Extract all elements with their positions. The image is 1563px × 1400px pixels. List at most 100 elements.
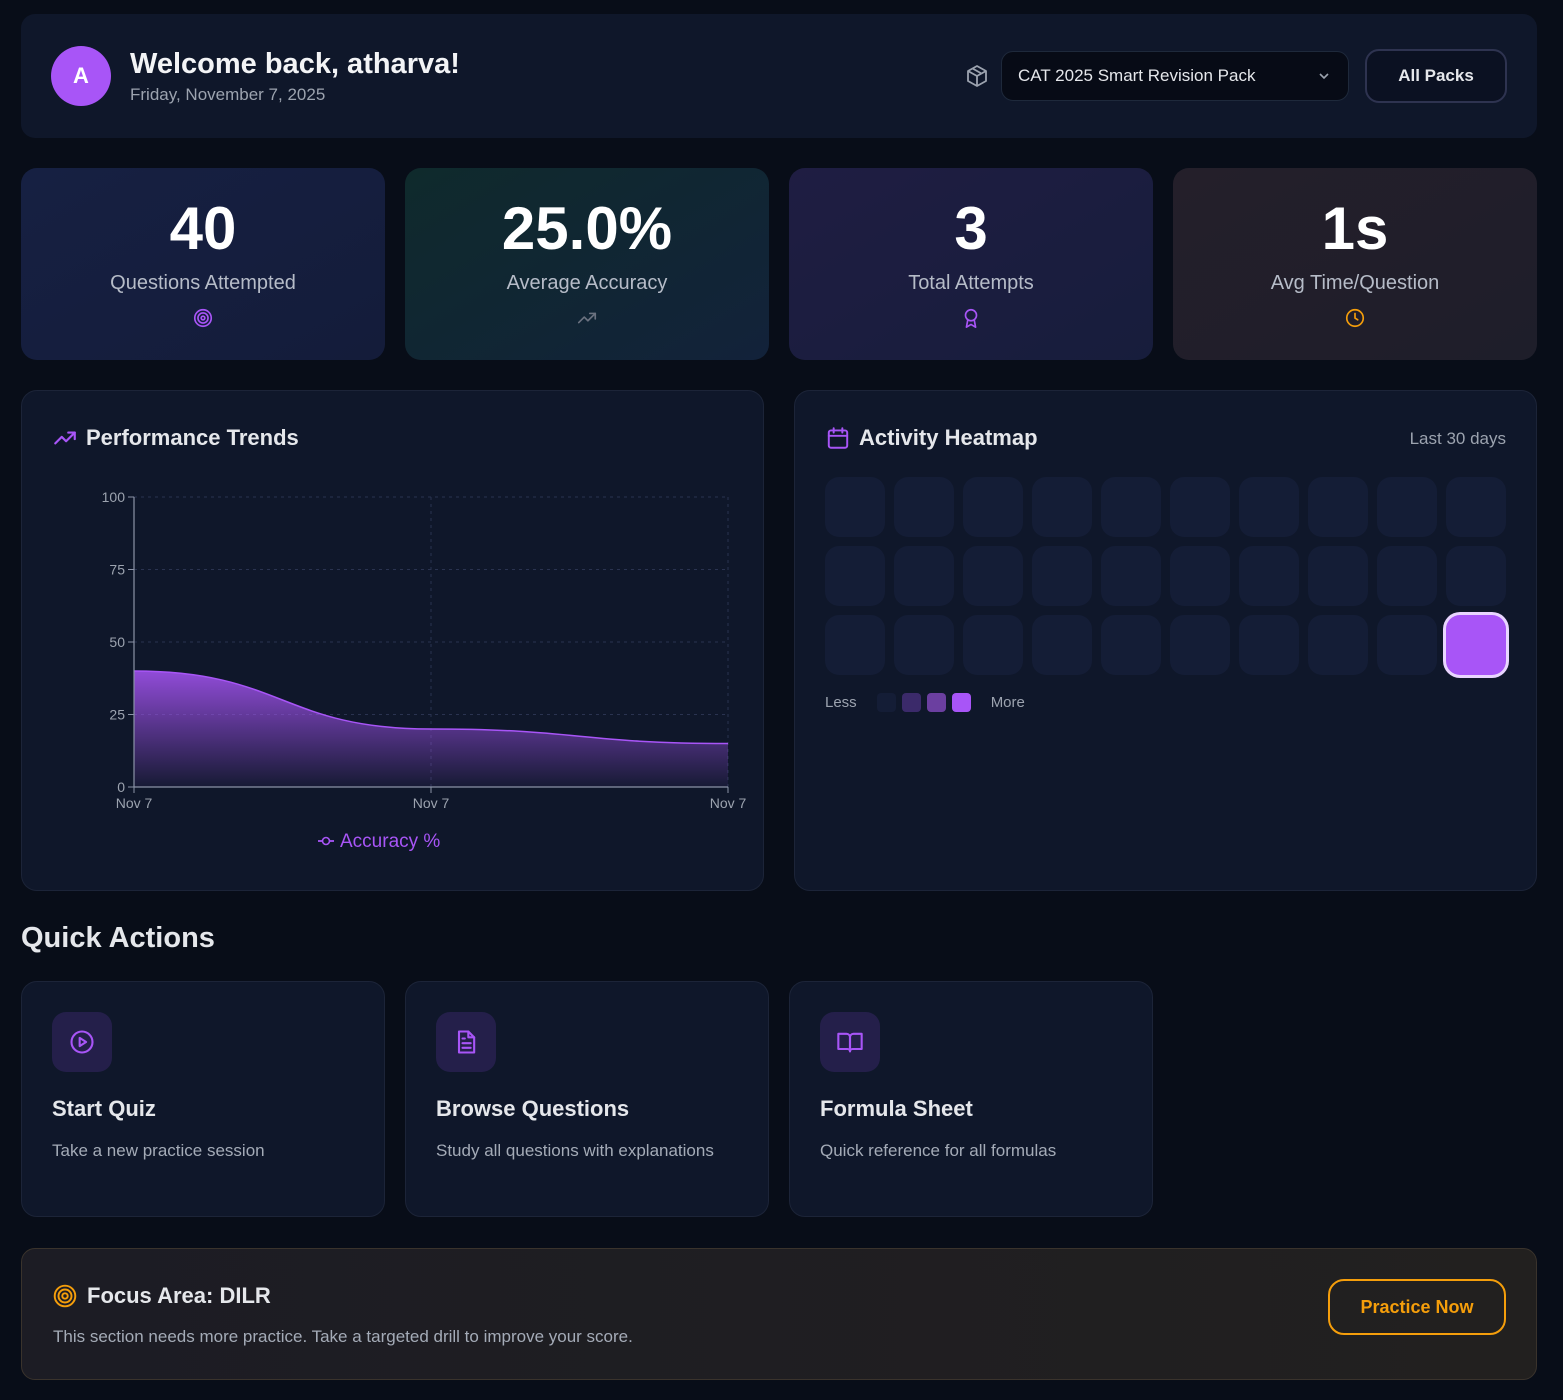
focus-title: Focus Area: DILR [52, 1283, 271, 1309]
stat-label: Avg Time/Question [1270, 272, 1440, 294]
heatmap-cell[interactable] [1446, 477, 1506, 537]
calendar-icon [827, 427, 849, 449]
target-icon [53, 1284, 77, 1308]
legend-less: Less [825, 694, 857, 711]
browse-questions-icon-box [436, 1012, 496, 1072]
heatmap-cell[interactable] [1101, 477, 1161, 537]
clock-icon [1345, 308, 1365, 328]
book-open-icon [837, 1032, 863, 1053]
legend-marker [321, 836, 331, 846]
heatmap-cell[interactable] [894, 615, 954, 675]
welcome-block: Welcome back, atharva! Friday, November … [130, 47, 460, 105]
formula-sheet-card[interactable]: Formula Sheet Quick reference for all fo… [789, 981, 1153, 1217]
avatar[interactable]: A [51, 46, 111, 106]
legend-swatch [901, 693, 921, 712]
heatmap-cell[interactable] [1032, 477, 1092, 537]
heatmap-cell[interactable] [894, 477, 954, 537]
browse-questions-desc: Study all questions with explanations [436, 1141, 714, 1160]
heatmap-cell[interactable] [1032, 546, 1092, 606]
heatmap-cell[interactable] [1377, 477, 1437, 537]
formula-sheet-icon-box [820, 1012, 880, 1072]
stat-avg-time: 1s Avg Time/Question [1173, 168, 1537, 360]
start-quiz-card[interactable]: Start Quiz Take a new practice session [21, 981, 385, 1217]
performance-title-text: Performance Trends [86, 425, 299, 450]
browse-questions-card[interactable]: Browse Questions Study all questions wit… [405, 981, 769, 1217]
heatmap-cell[interactable] [1308, 477, 1368, 537]
stat-value: 1s [1321, 195, 1389, 262]
legend-label: Accuracy % [340, 831, 440, 852]
stat-questions-attempted: 40 Questions Attempted [21, 168, 385, 360]
stat-value: 25.0% [501, 195, 673, 262]
heatmap-cell[interactable] [825, 546, 885, 606]
stat-value: 3 [954, 195, 988, 262]
pack-controls: CAT 2025 Smart Revision Pack All Packs [965, 49, 1507, 103]
formula-sheet-title: Formula Sheet [820, 1096, 973, 1121]
legend-swatch [926, 693, 946, 712]
play-circle-icon [70, 1030, 94, 1054]
quick-actions-title: Quick Actions [21, 922, 215, 954]
heatmap-cell[interactable] [1032, 615, 1092, 675]
heatmap-title-text: Activity Heatmap [859, 425, 1038, 450]
header: A Welcome back, atharva! Friday, Novembe… [21, 14, 1537, 138]
heatmap-cell[interactable] [825, 615, 885, 675]
y-tick-label: 50 [109, 634, 125, 650]
x-tick-label: Nov 7 [413, 795, 450, 811]
file-text-icon [457, 1030, 476, 1054]
start-quiz-icon-box [52, 1012, 112, 1072]
heatmap-cell[interactable] [894, 546, 954, 606]
performance-chart: 0 25 50 75 100 Nov 7 Nov 7 Nov 7 Accuracy % [102, 489, 747, 852]
trending-up-icon [577, 312, 597, 324]
heatmap-cell[interactable] [1101, 546, 1161, 606]
practice-now-button[interactable]: Practice Now [1328, 1279, 1506, 1335]
x-tick-label: Nov 7 [116, 795, 153, 811]
x-tick-label: Nov 7 [710, 795, 747, 811]
heatmap-cell[interactable] [1239, 477, 1299, 537]
heatmap-cell[interactable] [1308, 615, 1368, 675]
stat-value: 40 [169, 195, 237, 262]
heatmap-range: Last 30 days [1409, 429, 1506, 448]
heatmap-cell[interactable] [825, 477, 885, 537]
heatmap-cell[interactable] [963, 477, 1023, 537]
heatmap-cell[interactable] [1239, 615, 1299, 675]
stat-label: Total Attempts [908, 272, 1034, 294]
heatmap-title: Activity Heatmap [825, 425, 1038, 451]
start-quiz-title: Start Quiz [52, 1096, 156, 1121]
formula-sheet-desc: Quick reference for all formulas [820, 1141, 1057, 1160]
pack-select[interactable]: CAT 2025 Smart Revision Pack [1001, 51, 1349, 101]
chevron-down-icon [1319, 73, 1329, 80]
y-tick-label: 75 [109, 562, 125, 578]
heatmap-cell[interactable] [1377, 546, 1437, 606]
heatmap-cell[interactable] [1170, 615, 1230, 675]
stat-average-accuracy: 25.0% Average Accuracy [405, 168, 769, 360]
legend-more: More [990, 694, 1025, 711]
focus-description: This section needs more practice. Take a… [53, 1327, 633, 1346]
heatmap-cell[interactable] [1239, 546, 1299, 606]
performance-title: Performance Trends [52, 425, 299, 451]
heatmap-cell[interactable] [1170, 546, 1230, 606]
heatmap-cell[interactable] [963, 546, 1023, 606]
legend-swatch [951, 693, 971, 712]
pack-select-value: CAT 2025 Smart Revision Pack [1018, 66, 1256, 85]
package-icon [967, 65, 987, 87]
y-tick-label: 0 [117, 779, 125, 795]
stat-label: Average Accuracy [506, 272, 668, 294]
heatmap-cell[interactable] [1101, 615, 1161, 675]
heatmap-cell[interactable] [1170, 477, 1230, 537]
y-tick-label: 25 [109, 707, 125, 723]
heatmap-cell[interactable] [1446, 615, 1506, 675]
current-date: Friday, November 7, 2025 [130, 85, 326, 104]
performance-trends-panel: Performance Trends 0 25 50 75 100 Nov 7 Nov 7 N… [21, 390, 764, 891]
heatmap-cell[interactable] [1377, 615, 1437, 675]
focus-title-text: Focus Area: DILR [87, 1283, 271, 1308]
browse-questions-title: Browse Questions [436, 1096, 630, 1121]
heatmap-cell[interactable] [1446, 546, 1506, 606]
focus-area-banner: Focus Area: DILR This section needs more… [21, 1248, 1537, 1380]
all-packs-button[interactable]: All Packs [1365, 49, 1507, 103]
award-icon [964, 308, 978, 328]
trending-up-icon [54, 431, 76, 445]
heatmap-cell[interactable] [963, 615, 1023, 675]
heatmap-cell[interactable] [1308, 546, 1368, 606]
stat-total-attempts: 3 Total Attempts [789, 168, 1153, 360]
welcome-title: Welcome back, atharva! [130, 48, 460, 80]
